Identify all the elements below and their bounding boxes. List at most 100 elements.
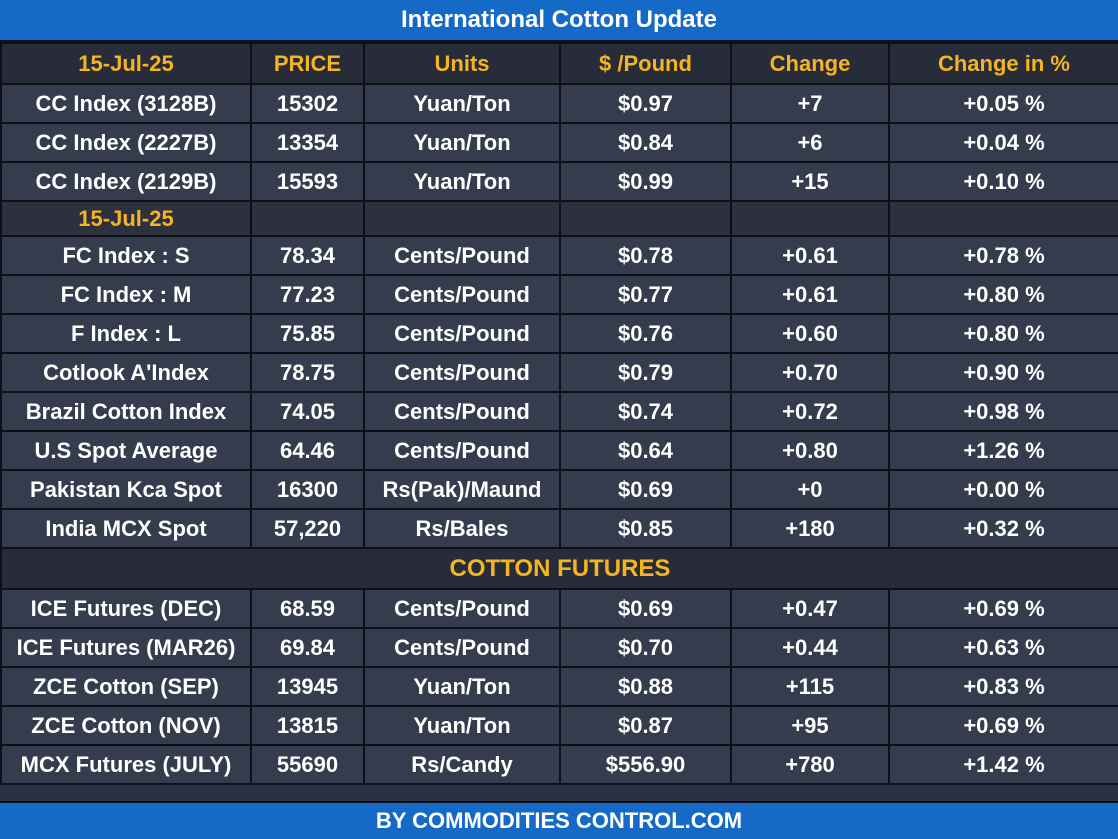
- cell-usd-per-pound: $0.87: [559, 705, 732, 746]
- cell-price: 13945: [250, 666, 365, 707]
- header-price: PRICE: [250, 42, 365, 85]
- cell-units: Cents/Pound: [363, 274, 561, 315]
- table-row: ICE Futures (MAR26) 69.84 Cents/Pound $0.70…: [0, 627, 1118, 668]
- empty-cell: [559, 200, 732, 237]
- cell-usd-per-pound: $0.69: [559, 588, 732, 629]
- cell-usd-per-pound: $0.97: [559, 83, 732, 124]
- cell-change: +0.61: [730, 235, 890, 276]
- cell-name: ICE Futures (DEC): [0, 588, 252, 629]
- cell-name: ZCE Cotton (NOV): [0, 705, 252, 746]
- cell-change: +6: [730, 122, 890, 163]
- cell-name: CC Index (3128B): [0, 83, 252, 124]
- table-row: Cotlook A'Index 78.75 Cents/Pound $0.79 +0.7…: [0, 352, 1118, 393]
- cell-name: CC Index (2129B): [0, 161, 252, 202]
- cell-units: Cents/Pound: [363, 235, 561, 276]
- cell-units: Cents/Pound: [363, 627, 561, 668]
- header-name: 15-Jul-25: [0, 42, 252, 85]
- cell-change-percent: +1.42 %: [888, 744, 1118, 785]
- cell-usd-per-pound: $0.78: [559, 235, 732, 276]
- cell-price: 13815: [250, 705, 365, 746]
- cell-name: FC Index : M: [0, 274, 252, 315]
- cell-price: 16300: [250, 469, 365, 510]
- cell-name: MCX Futures (JULY): [0, 744, 252, 785]
- price-table: 15-Jul-25 PRICE Units $ /Pound Change Change …: [0, 42, 1118, 785]
- cell-usd-per-pound: $0.74: [559, 391, 732, 432]
- cell-price: 15302: [250, 83, 365, 124]
- cell-usd-per-pound: $0.70: [559, 627, 732, 668]
- cell-change: +0.70: [730, 352, 890, 393]
- table-row: ICE Futures (DEC) 68.59 Cents/Pound $0.69 +0…: [0, 588, 1118, 629]
- cell-name: U.S Spot Average: [0, 430, 252, 471]
- futures-section-row: COTTON FUTURES: [0, 547, 1118, 590]
- cell-usd-per-pound: $0.64: [559, 430, 732, 471]
- table-row: U.S Spot Average 64.46 Cents/Pound $0.64 +0.…: [0, 430, 1118, 471]
- cell-price: 78.34: [250, 235, 365, 276]
- empty-cell: [888, 200, 1118, 237]
- empty-cell: [363, 200, 561, 237]
- cell-units: Cents/Pound: [363, 352, 561, 393]
- cell-name: ZCE Cotton (SEP): [0, 666, 252, 707]
- cell-change: +115: [730, 666, 890, 707]
- cell-change-percent: +0.04 %: [888, 122, 1118, 163]
- cell-usd-per-pound: $0.76: [559, 313, 732, 354]
- cell-price: 55690: [250, 744, 365, 785]
- cell-change-percent: +0.63 %: [888, 627, 1118, 668]
- cell-change: +780: [730, 744, 890, 785]
- table-row: ZCE Cotton (NOV) 13815 Yuan/Ton $0.87 +95 +0.…: [0, 705, 1118, 746]
- cell-change: +15: [730, 161, 890, 202]
- cell-price: 68.59: [250, 588, 365, 629]
- empty-cell: [730, 200, 890, 237]
- cell-usd-per-pound: $0.88: [559, 666, 732, 707]
- cell-units: Rs/Bales: [363, 508, 561, 549]
- cell-change: +0.72: [730, 391, 890, 432]
- table-row: Brazil Cotton Index 74.05 Cents/Pound $0.74…: [0, 391, 1118, 432]
- cell-usd-per-pound: $0.69: [559, 469, 732, 510]
- cell-usd-per-pound: $0.85: [559, 508, 732, 549]
- table-row: F Index : L 75.85 Cents/Pound $0.76 +0.60 +0.…: [0, 313, 1118, 354]
- cell-price: 74.05: [250, 391, 365, 432]
- cell-units: Yuan/Ton: [363, 161, 561, 202]
- header-change-percent: Change in %: [888, 42, 1118, 85]
- cell-price: 77.23: [250, 274, 365, 315]
- table-row: FC Index : S 78.34 Cents/Pound $0.78 +0.61 +0…: [0, 235, 1118, 276]
- cell-units: Yuan/Ton: [363, 122, 561, 163]
- cell-usd-per-pound: $0.79: [559, 352, 732, 393]
- cell-change-percent: +0.78 %: [888, 235, 1118, 276]
- cell-change-percent: +0.69 %: [888, 588, 1118, 629]
- table-row: Pakistan Kca Spot 16300 Rs(Pak)/Maund $0.69…: [0, 469, 1118, 510]
- header-usd-per-pound: $ /Pound: [559, 42, 732, 85]
- header-change: Change: [730, 42, 890, 85]
- cell-price: 15593: [250, 161, 365, 202]
- cell-change: +180: [730, 508, 890, 549]
- footer-credit: BY COMMODITIES CONTROL.COM: [0, 801, 1118, 839]
- table-row: India MCX Spot 57,220 Rs/Bales $0.85 +180 +0.…: [0, 508, 1118, 549]
- cell-change-percent: +0.10 %: [888, 161, 1118, 202]
- cell-name: Pakistan Kca Spot: [0, 469, 252, 510]
- cell-units: Cents/Pound: [363, 313, 561, 354]
- cell-units: Yuan/Ton: [363, 83, 561, 124]
- cell-units: Yuan/Ton: [363, 666, 561, 707]
- subheader-date: 15-Jul-25: [0, 200, 252, 237]
- table-row: FC Index : M 77.23 Cents/Pound $0.77 +0.61 +0…: [0, 274, 1118, 315]
- cell-units: Yuan/Ton: [363, 705, 561, 746]
- cell-units: Rs/Candy: [363, 744, 561, 785]
- price-table-body: 15-Jul-25 PRICE Units $ /Pound Change Change …: [0, 42, 1118, 785]
- cell-change-percent: +0.69 %: [888, 705, 1118, 746]
- cell-change: +0.61: [730, 274, 890, 315]
- cell-change-percent: +0.80 %: [888, 313, 1118, 354]
- cell-change-percent: +0.00 %: [888, 469, 1118, 510]
- table-row: MCX Futures (JULY) 55690 Rs/Candy $556.90 +7…: [0, 744, 1118, 785]
- cell-change-percent: +0.32 %: [888, 508, 1118, 549]
- cell-change: +0.44: [730, 627, 890, 668]
- cell-change-percent: +1.26 %: [888, 430, 1118, 471]
- futures-section-title: COTTON FUTURES: [0, 547, 1118, 590]
- cell-usd-per-pound: $0.77: [559, 274, 732, 315]
- cell-change: +0.80: [730, 430, 890, 471]
- cell-change-percent: +0.05 %: [888, 83, 1118, 124]
- cell-price: 69.84: [250, 627, 365, 668]
- cell-usd-per-pound: $0.84: [559, 122, 732, 163]
- empty-cell: [250, 200, 365, 237]
- cell-units: Cents/Pound: [363, 588, 561, 629]
- header-row: 15-Jul-25 PRICE Units $ /Pound Change Change …: [0, 42, 1118, 85]
